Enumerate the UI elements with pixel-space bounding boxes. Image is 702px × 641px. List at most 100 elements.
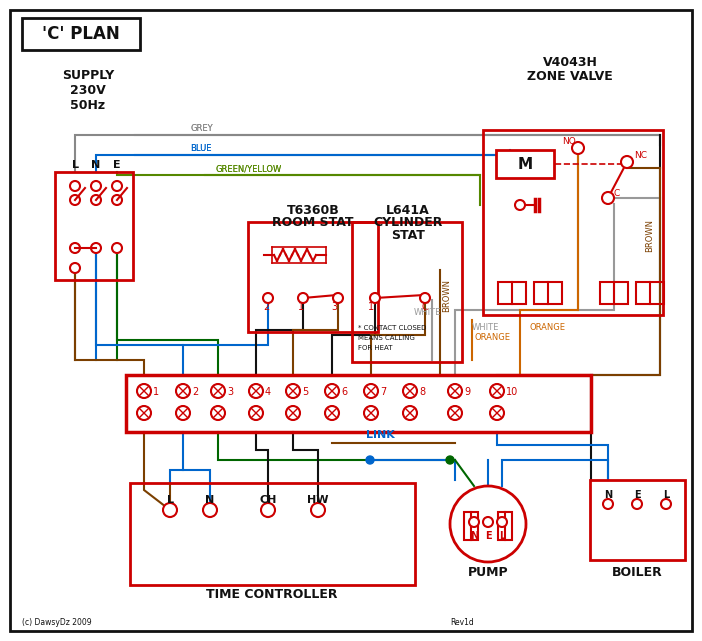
Circle shape [490, 384, 504, 398]
Text: * CONTACT CLOSED: * CONTACT CLOSED [358, 325, 426, 331]
Circle shape [70, 263, 80, 273]
Circle shape [211, 406, 225, 420]
Bar [498, 512, 512, 540]
Text: 2: 2 [192, 387, 198, 397]
Circle shape [176, 384, 190, 398]
Bar [496, 150, 554, 178]
Circle shape [448, 384, 462, 398]
Circle shape [515, 200, 525, 210]
Text: 1: 1 [298, 302, 304, 312]
Text: WHITE: WHITE [472, 323, 499, 332]
Bar [130, 483, 415, 585]
Circle shape [112, 195, 122, 205]
Bar [600, 282, 628, 304]
Text: SUPPLY
230V
50Hz: SUPPLY 230V 50Hz [62, 69, 114, 112]
Text: WHITE: WHITE [414, 308, 442, 317]
Circle shape [91, 195, 101, 205]
Text: T6360B: T6360B [286, 203, 339, 217]
Text: C: C [422, 302, 428, 312]
Circle shape [603, 499, 613, 509]
Text: L: L [499, 531, 505, 541]
Text: 2: 2 [263, 302, 269, 312]
Circle shape [572, 142, 584, 154]
Circle shape [497, 517, 507, 527]
Bar [483, 130, 663, 315]
Text: GREEN/YELLOW: GREEN/YELLOW [215, 164, 282, 173]
Text: 5: 5 [302, 387, 308, 397]
Text: ORANGE: ORANGE [530, 323, 566, 332]
Text: NO: NO [562, 137, 576, 146]
Text: ORANGE: ORANGE [474, 333, 510, 342]
Circle shape [176, 406, 190, 420]
Circle shape [469, 517, 479, 527]
Circle shape [311, 503, 325, 517]
Circle shape [448, 406, 462, 420]
Circle shape [333, 293, 343, 303]
Circle shape [403, 384, 417, 398]
Bar [352, 222, 462, 362]
Bar [498, 282, 526, 304]
Text: V4043H: V4043H [543, 56, 597, 69]
Text: N: N [604, 490, 612, 500]
Circle shape [249, 384, 263, 398]
Circle shape [661, 499, 671, 509]
Text: ROOM STAT: ROOM STAT [272, 215, 354, 228]
Text: N: N [206, 495, 215, 505]
Text: 8: 8 [419, 387, 425, 397]
Circle shape [370, 293, 380, 303]
Text: (c) DawsyDz 2009: (c) DawsyDz 2009 [22, 618, 92, 627]
Text: L: L [166, 495, 173, 505]
Circle shape [366, 456, 374, 464]
Circle shape [249, 406, 263, 420]
Text: STAT: STAT [391, 228, 425, 242]
Text: N: N [91, 160, 100, 170]
Text: CH: CH [259, 495, 277, 505]
Circle shape [325, 406, 339, 420]
Text: E: E [634, 490, 640, 500]
Text: BROWN: BROWN [442, 279, 451, 312]
Circle shape [70, 181, 80, 191]
Text: GREY: GREY [190, 124, 213, 133]
Text: E: E [484, 531, 491, 541]
Text: BLUE: BLUE [190, 144, 211, 153]
Circle shape [70, 243, 80, 253]
Circle shape [261, 503, 275, 517]
Circle shape [91, 181, 101, 191]
Text: GREEN/YELLOW: GREEN/YELLOW [215, 164, 282, 173]
Text: HW: HW [307, 495, 329, 505]
Bar [248, 222, 378, 332]
Circle shape [483, 517, 493, 527]
Text: 6: 6 [341, 387, 347, 397]
Text: ZONE VALVE: ZONE VALVE [527, 69, 613, 83]
Circle shape [70, 195, 80, 205]
Text: N: N [470, 531, 478, 541]
Circle shape [286, 406, 300, 420]
Circle shape [621, 156, 633, 168]
Text: PUMP: PUMP [468, 565, 508, 578]
Text: 1': 1' [368, 302, 376, 312]
Text: NC: NC [634, 151, 647, 160]
Circle shape [450, 486, 526, 562]
Text: 1: 1 [153, 387, 159, 397]
Text: C: C [614, 189, 621, 198]
Bar [590, 480, 685, 560]
Circle shape [211, 384, 225, 398]
Text: 10: 10 [506, 387, 518, 397]
Circle shape [446, 456, 454, 464]
Circle shape [325, 384, 339, 398]
Bar [636, 282, 664, 304]
Text: 4: 4 [265, 387, 271, 397]
Text: 'C' PLAN: 'C' PLAN [42, 25, 120, 43]
Circle shape [298, 293, 308, 303]
Text: BOILER: BOILER [611, 565, 663, 578]
Text: 9: 9 [464, 387, 470, 397]
Text: E: E [113, 160, 121, 170]
Circle shape [137, 406, 151, 420]
Circle shape [263, 293, 273, 303]
Circle shape [163, 503, 177, 517]
Text: 7: 7 [380, 387, 386, 397]
Bar [534, 282, 562, 304]
Text: GREY: GREY [190, 124, 213, 133]
Text: L641A: L641A [386, 203, 430, 217]
Text: LINK: LINK [366, 430, 395, 440]
